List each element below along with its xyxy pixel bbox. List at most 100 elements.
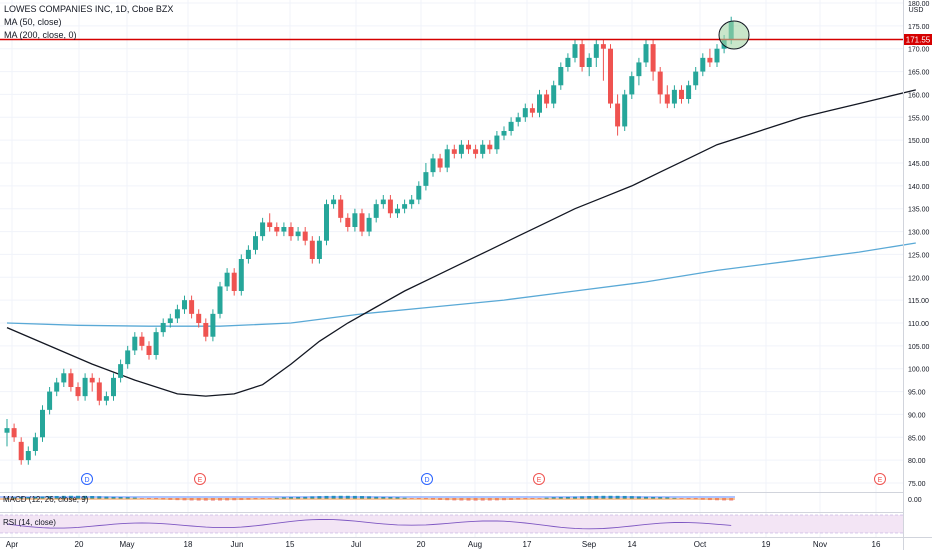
time-tick-label: 17 bbox=[523, 540, 532, 549]
candle-body bbox=[629, 76, 635, 95]
price-tick-label: 145.00 bbox=[908, 161, 930, 168]
candle-body bbox=[487, 144, 493, 150]
macd-bar bbox=[409, 498, 414, 499]
earnings-marker[interactable] bbox=[533, 473, 545, 485]
macd-bar bbox=[416, 498, 421, 500]
candle-body bbox=[54, 382, 60, 392]
macd-bar bbox=[651, 496, 656, 499]
candle-body bbox=[302, 231, 308, 241]
time-tick-label: Jun bbox=[231, 540, 244, 549]
price-tick-label: 105.00 bbox=[908, 344, 930, 351]
dividend-marker[interactable] bbox=[81, 473, 93, 485]
macd-bar bbox=[40, 496, 45, 499]
candle-body bbox=[245, 249, 251, 259]
macd-bar bbox=[530, 498, 535, 500]
macd-bar bbox=[12, 497, 17, 499]
macd-bar bbox=[260, 498, 265, 500]
candle-body bbox=[167, 318, 173, 323]
macd-bar bbox=[19, 497, 24, 499]
ma50-legend[interactable]: MA (50, close) bbox=[4, 17, 62, 27]
candle-body bbox=[359, 213, 365, 232]
macd-bar bbox=[388, 497, 393, 499]
ma200-line-group bbox=[6, 242, 916, 327]
candle-body bbox=[395, 208, 400, 214]
candle-body bbox=[103, 396, 109, 401]
candle-body bbox=[586, 57, 592, 67]
candle-body bbox=[338, 199, 344, 218]
time-tick-label: 18 bbox=[184, 540, 193, 549]
price-tick-label: 180.00 bbox=[908, 1, 930, 8]
candle-body bbox=[288, 227, 294, 237]
time-axis[interactable]: Apr 20 May 18 Jun 15 Jul 20 Aug 17 Sep 14 Oct 19 Nov 16 bbox=[6, 540, 881, 549]
candle-body bbox=[643, 44, 649, 63]
ma50-line bbox=[6, 89, 916, 397]
time-tick-label: May bbox=[119, 540, 134, 549]
rsi-label: RSI (14, close) bbox=[3, 518, 56, 527]
candle-body bbox=[402, 204, 408, 209]
macd-bar bbox=[281, 497, 286, 499]
candle-body bbox=[451, 149, 457, 154]
macd-bar bbox=[672, 497, 677, 499]
candle-body bbox=[700, 57, 706, 72]
macd-bar bbox=[104, 496, 109, 499]
candle-body bbox=[18, 441, 24, 461]
candle-body bbox=[657, 71, 663, 95]
candle-body bbox=[522, 108, 528, 118]
time-tick-label: Apr bbox=[6, 540, 19, 549]
candle-body bbox=[508, 121, 514, 131]
dividend-marker[interactable] bbox=[421, 473, 433, 485]
candle-body bbox=[600, 44, 606, 49]
price-tick-label: 110.00 bbox=[908, 321, 929, 328]
time-tick-label: Nov bbox=[813, 540, 827, 549]
symbol-title[interactable]: LOWES COMPANIES INC, 1D, Cboe BZX bbox=[4, 4, 174, 14]
candle-body bbox=[636, 62, 642, 77]
candle-body bbox=[345, 217, 351, 227]
candle-body bbox=[231, 272, 237, 291]
candle-body bbox=[82, 377, 88, 397]
price-axis[interactable]: 75.00 80.00 85.00 90.00 95.00 100.00 105.00 110… bbox=[908, 1, 930, 488]
candle-body bbox=[515, 117, 521, 122]
price-tick-label: 140.00 bbox=[908, 184, 930, 191]
macd-bar bbox=[636, 496, 641, 499]
macd-bar bbox=[573, 496, 577, 499]
candle-body bbox=[650, 44, 656, 72]
candle-body bbox=[118, 364, 124, 378]
candle-body bbox=[75, 387, 81, 397]
candle-body bbox=[480, 144, 486, 154]
earnings-marker[interactable] bbox=[874, 473, 886, 485]
candle-body bbox=[544, 94, 550, 104]
macd-bar bbox=[544, 497, 549, 499]
macd-bar bbox=[537, 498, 542, 499]
macd-bar bbox=[139, 498, 144, 499]
candle-body bbox=[182, 300, 187, 310]
candle-body bbox=[664, 94, 670, 104]
rsi-line bbox=[6, 519, 732, 530]
candle-body bbox=[565, 57, 571, 67]
price-tick-label: 100.00 bbox=[908, 367, 930, 374]
macd-bar bbox=[551, 497, 556, 499]
candle-body bbox=[622, 94, 628, 127]
event-marker-label: E bbox=[537, 477, 542, 484]
candle-body bbox=[68, 373, 74, 387]
price-tick-label: 125.00 bbox=[908, 252, 930, 259]
candle-body bbox=[558, 67, 564, 86]
price-tick-label: 85.00 bbox=[908, 435, 926, 442]
rsi-band bbox=[0, 515, 903, 533]
candle-body bbox=[61, 373, 67, 383]
price-tick-label: 75.00 bbox=[908, 481, 926, 488]
candle-body bbox=[416, 185, 422, 200]
candle-body bbox=[111, 377, 116, 397]
price-tick-label: 150.00 bbox=[908, 138, 930, 145]
candle-body bbox=[253, 236, 258, 250]
candle-body bbox=[139, 336, 145, 346]
macd-bar bbox=[381, 496, 386, 499]
candle-body bbox=[693, 71, 699, 86]
candle-body bbox=[160, 323, 166, 333]
candle-body bbox=[494, 135, 500, 150]
candle-body bbox=[125, 350, 131, 365]
macd-bar bbox=[147, 498, 151, 499]
earnings-marker[interactable] bbox=[194, 473, 206, 485]
ma200-legend[interactable]: MA (200, close, 0) bbox=[4, 30, 77, 40]
